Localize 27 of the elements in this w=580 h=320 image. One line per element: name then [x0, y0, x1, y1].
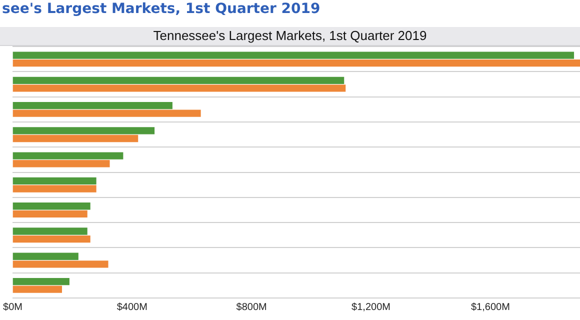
- bar: [12, 235, 90, 243]
- bar: [12, 84, 346, 92]
- x-tick-label: $800M: [236, 302, 267, 313]
- x-tick-label: $400M: [116, 302, 148, 313]
- bar: [12, 185, 96, 192]
- bar: [12, 286, 62, 293]
- bar: [12, 160, 110, 168]
- chart-subtitle: Tennessee's Largest Markets, 1st Quarter 2019: [0, 27, 580, 46]
- bar: [12, 76, 344, 84]
- bar: [12, 202, 90, 210]
- bar: [12, 59, 580, 67]
- bar: [12, 152, 124, 160]
- bar: [12, 278, 70, 286]
- bar: [12, 110, 201, 117]
- bar: [12, 177, 96, 185]
- bar: [12, 134, 138, 142]
- bar: [12, 127, 155, 134]
- bar: [12, 52, 574, 59]
- chart-title: see's Largest Markets, 1st Quarter 2019: [2, 1, 320, 17]
- bar: [12, 102, 172, 110]
- bar: [12, 252, 78, 260]
- x-tick-label: $1,600M: [470, 302, 510, 313]
- bar: [12, 228, 88, 235]
- bar: [12, 260, 108, 268]
- bar: [12, 210, 88, 218]
- x-tick-label: $1,200M: [352, 302, 390, 313]
- x-tick-label: $0M: [3, 302, 22, 313]
